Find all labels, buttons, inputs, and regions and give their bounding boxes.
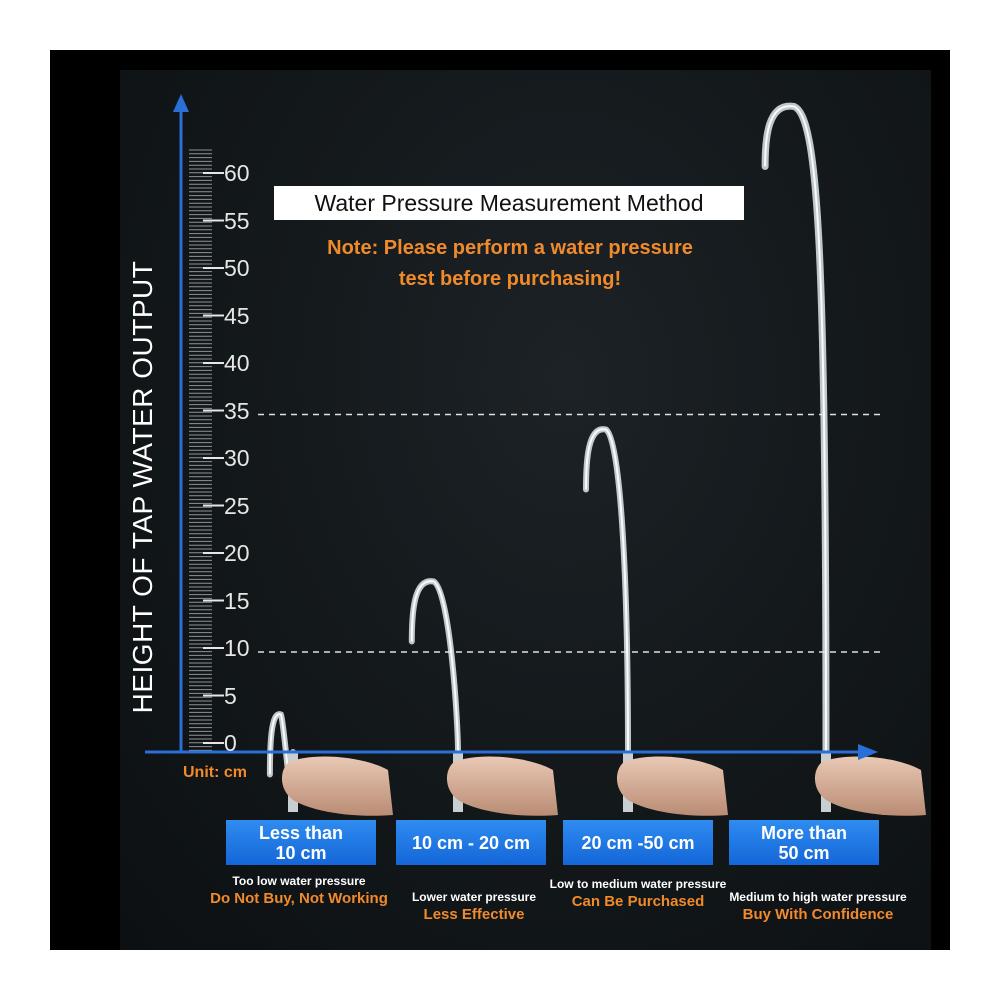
water-jet bbox=[583, 426, 631, 755]
water-jet-highlight bbox=[585, 428, 629, 753]
hand bbox=[446, 756, 558, 816]
range-badge-1-line1: Less than bbox=[258, 822, 344, 843]
ruler-scale bbox=[189, 149, 224, 751]
tick-label: 40 bbox=[224, 350, 250, 376]
note-line-2: test before purchasing! bbox=[398, 268, 622, 290]
tick-label: 45 bbox=[224, 302, 250, 329]
water-jet-highlight bbox=[764, 105, 827, 753]
range-badge-2-label: 10 cm - 20 cm bbox=[411, 832, 531, 853]
tick-label: 55 bbox=[224, 207, 250, 234]
range-badge-1-line2: 10 cm bbox=[275, 842, 327, 863]
range-badge-4-line1: More than bbox=[760, 822, 847, 843]
page-title: Water Pressure Measurement Method bbox=[274, 186, 744, 220]
tick-label: 60 bbox=[224, 160, 250, 186]
water-jets bbox=[266, 102, 830, 794]
hands bbox=[281, 752, 926, 816]
hand bbox=[616, 756, 728, 816]
note-text: Note: Please perform a water pressure te… bbox=[280, 233, 740, 295]
hand bbox=[281, 756, 393, 816]
x-axis-arrow-icon bbox=[858, 744, 878, 760]
unit-label: Unit: cm bbox=[183, 764, 247, 781]
tick-label: 20 bbox=[224, 540, 250, 566]
category-caption-1: Too low water pressure Do Not Buy, Not W… bbox=[198, 874, 400, 907]
water-jet-highlight bbox=[410, 580, 459, 753]
caption-3-desc: Low to medium water pressure bbox=[549, 877, 727, 891]
hand bbox=[814, 756, 926, 816]
caption-2-desc: Lower water pressure bbox=[411, 890, 537, 904]
tick-label: 35 bbox=[224, 397, 250, 424]
category-caption-3: Low to medium water pressure Can Be Purc… bbox=[540, 877, 736, 910]
range-badge-4-line2: 50 cm bbox=[778, 842, 830, 863]
caption-4-desc: Medium to high water pressure bbox=[729, 890, 907, 904]
reference-lines bbox=[258, 413, 880, 653]
tick-label: 25 bbox=[224, 492, 250, 519]
range-badge-3-label: 20 cm -50 cm bbox=[581, 832, 695, 853]
range-badge-2: 10 cm - 20 cm bbox=[396, 820, 546, 865]
range-badge-1: Less than 10 cm bbox=[226, 820, 376, 865]
caption-2-verdict: Less Effective bbox=[423, 906, 525, 923]
hand-with-tap bbox=[814, 752, 926, 816]
range-badge-3: 20 cm -50 cm bbox=[563, 820, 713, 865]
y-axis-title: HEIGHT OF TAP WATER OUTPUT bbox=[127, 260, 158, 714]
hand-with-tap bbox=[446, 752, 558, 816]
caption-3-verdict: Can Be Purchased bbox=[571, 893, 705, 910]
caption-1-verdict: Do Not Buy, Not Working bbox=[210, 890, 388, 907]
tick-label: 15 bbox=[224, 587, 250, 614]
tick-label: 0 bbox=[224, 730, 237, 756]
tick-label: 50 bbox=[224, 255, 250, 281]
hand-with-tap bbox=[281, 752, 393, 816]
caption-4-verdict: Buy With Confidence bbox=[742, 906, 894, 923]
caption-1-desc: Too low water pressure bbox=[232, 874, 366, 888]
category-caption-4: Medium to high water pressure Buy With C… bbox=[716, 890, 920, 923]
hand-with-tap bbox=[616, 752, 728, 816]
y-axis-arrow-icon bbox=[173, 94, 189, 112]
tick-label: 30 bbox=[224, 445, 250, 471]
category-caption-2: Lower water pressure Less Effective bbox=[395, 890, 553, 923]
tick-label: 10 bbox=[224, 635, 250, 661]
note-line-1: Note: Please perform a water pressure bbox=[327, 237, 693, 259]
tick-label: 5 bbox=[224, 682, 237, 709]
range-badge-4: More than 50 cm bbox=[729, 820, 879, 865]
water-jet bbox=[408, 578, 461, 755]
